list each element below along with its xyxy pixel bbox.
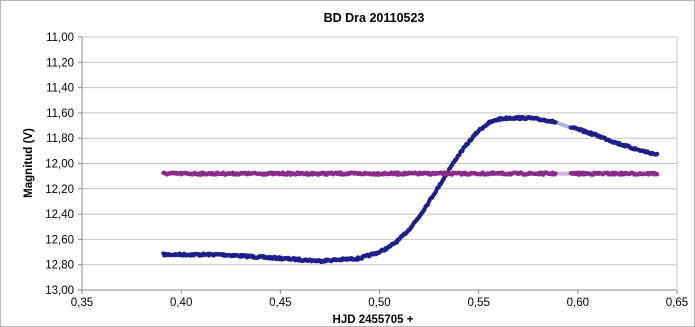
- grid-lines: [82, 36, 677, 291]
- axes: [78, 36, 678, 294]
- y-tick-labels: 11,00 11,20 11,40 11,60 11,80 12,00 12,20 12,40…: [45, 32, 74, 297]
- x-tick-label: 0,35: [71, 297, 93, 309]
- x-tick-label: 0,50: [368, 297, 390, 309]
- x-tick-label: 0,40: [170, 297, 192, 309]
- chart-title: BD Dra 20110523: [324, 11, 425, 25]
- y-tick-label: 11,60: [46, 108, 74, 120]
- y-axis-label: Magnitud (V): [23, 128, 35, 198]
- y-tick-label: 12,60: [45, 234, 74, 246]
- y-tick-label: 12,40: [45, 209, 74, 221]
- y-tick-label: 12,20: [45, 184, 74, 196]
- plot-area-data: [161, 114, 660, 265]
- data-point: [460, 148, 465, 154]
- y-tick-label: 11,80: [46, 133, 74, 145]
- x-tick-label: 0,60: [567, 297, 589, 309]
- x-tick-label: 0,65: [666, 297, 688, 309]
- y-tick-label: 12,80: [45, 260, 74, 272]
- y-tick-label: 12,00: [45, 159, 74, 171]
- data-point: [553, 120, 558, 125]
- x-axis-label: HJD 2455705 +: [333, 314, 414, 326]
- data-point: [553, 171, 558, 176]
- y-tick-label: 11,20: [46, 57, 74, 69]
- x-tick-label: 0,55: [467, 297, 489, 309]
- y-tick-label: 11,00: [46, 32, 74, 44]
- y-tick-label: 11,40: [46, 83, 74, 95]
- data-point: [655, 171, 660, 177]
- data-series: [161, 114, 660, 265]
- y-tick-label: 13,00: [45, 285, 74, 297]
- x-tick-label: 0,45: [269, 297, 291, 309]
- data-series: [161, 170, 660, 177]
- x-tick-labels: 0,35 0,40 0,45 0,50 0,55 0,60 0,65: [71, 297, 688, 309]
- data-point: [655, 151, 660, 156]
